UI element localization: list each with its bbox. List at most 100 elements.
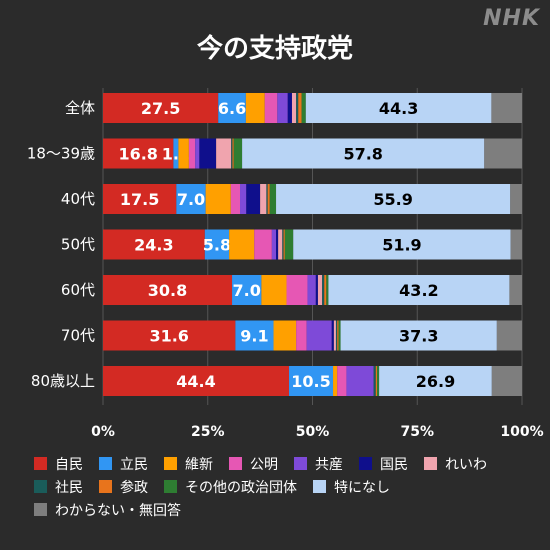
category-label: 40代 xyxy=(61,190,95,208)
bar-segment xyxy=(340,320,497,351)
bar-segment xyxy=(337,320,339,351)
data-label: 26.9 xyxy=(416,372,455,391)
data-label: 7.0 xyxy=(233,281,261,300)
bar-segment xyxy=(377,366,380,396)
bar-segment xyxy=(278,229,283,260)
bar-segment xyxy=(293,229,511,260)
category-label: 80歳以上 xyxy=(31,372,95,390)
bar-segment xyxy=(510,184,522,214)
bar-segment xyxy=(315,275,318,305)
legend-label: 参政 xyxy=(120,479,148,496)
bar-segment xyxy=(103,229,205,260)
bar-segment xyxy=(246,184,261,214)
legend-item: 維新 xyxy=(164,454,213,474)
legend-item: 立民 xyxy=(99,454,148,474)
bar-segment xyxy=(337,366,347,396)
bar-segment xyxy=(103,320,236,351)
x-tick-label: 50% xyxy=(296,424,330,440)
bar-segment xyxy=(287,93,292,123)
bar-segment xyxy=(328,275,510,305)
bar-segment xyxy=(205,184,231,214)
legend-item: 参政 xyxy=(99,477,148,497)
x-tick-label: 0% xyxy=(91,424,115,440)
legend-swatch xyxy=(164,457,177,470)
legend-label: その他の政治団体 xyxy=(185,479,297,496)
bar-segment xyxy=(254,229,272,260)
category-label: 全体 xyxy=(65,99,95,117)
legend-label: 社民 xyxy=(55,479,83,496)
data-label: 55.9 xyxy=(373,190,412,209)
bar-segment xyxy=(176,184,206,214)
bar-segment xyxy=(103,138,174,169)
bar-segment xyxy=(296,320,307,351)
data-label: 16.8 xyxy=(118,145,157,164)
bar-segment xyxy=(491,366,522,396)
bar-segment xyxy=(260,184,267,214)
bar-segment xyxy=(199,138,217,169)
data-label: 6.6 xyxy=(218,99,246,118)
bar-segment xyxy=(232,138,234,169)
data-label: 9.1 xyxy=(240,327,268,346)
legend-row: わからない・無回答 xyxy=(34,498,534,521)
legend-item: れいわ xyxy=(424,454,487,474)
legend-item: わからない・無回答 xyxy=(34,500,181,520)
legend-swatch xyxy=(313,480,326,493)
bar-segment xyxy=(276,229,279,260)
bar-segment xyxy=(510,229,522,260)
bar-segment xyxy=(233,138,243,169)
legend-label: れいわ xyxy=(445,456,487,473)
bar-segment xyxy=(509,275,522,305)
bar-segment xyxy=(103,93,219,123)
bar-segment xyxy=(235,320,274,351)
legend-swatch xyxy=(34,457,47,470)
bar-segment xyxy=(286,275,308,305)
legend-item: 共産 xyxy=(294,454,343,474)
bar-segment xyxy=(103,366,290,396)
legend-swatch xyxy=(99,457,112,470)
nhk-logo: NHK xyxy=(483,6,540,31)
legend-item: 国民 xyxy=(359,454,408,474)
data-label: 10.5 xyxy=(291,372,330,391)
x-tick-label: 100% xyxy=(500,424,543,440)
bar-segment xyxy=(375,366,378,396)
legend-label: 自民 xyxy=(55,456,83,473)
bar-segment xyxy=(322,275,325,305)
bar-segment xyxy=(266,184,268,214)
bar-segment xyxy=(296,93,299,123)
legend-row: 社民 参政 その他の政治団体 特になし xyxy=(34,475,534,498)
bar-segment xyxy=(267,184,270,214)
bar-segment xyxy=(335,320,338,351)
legend-label: 特になし xyxy=(334,479,390,496)
bar-segment xyxy=(178,138,189,169)
legend-label: 国民 xyxy=(380,456,408,473)
x-tick-label: 25% xyxy=(191,424,225,440)
category-label: 18〜39歳 xyxy=(27,145,95,163)
bar-segment xyxy=(331,320,334,351)
bar-segment xyxy=(326,275,329,305)
bar-segment xyxy=(242,138,485,169)
bar-segment xyxy=(346,366,374,396)
stacked-bar-chart: 0% 25% 50% 75% 100%全体 27.5 6.6 44.318〜39歳 16.8 1.… xyxy=(27,88,544,440)
bar-segment xyxy=(338,320,341,351)
bar-segment xyxy=(230,184,241,214)
category-label: 50代 xyxy=(61,236,95,254)
bar-segment xyxy=(218,93,246,123)
bar-segment xyxy=(317,275,323,305)
bar-segment xyxy=(264,93,278,123)
bar-segment xyxy=(333,320,336,351)
bar-segment xyxy=(373,366,376,396)
legend-item: 特になし xyxy=(313,477,390,497)
data-label: 57.8 xyxy=(343,145,382,164)
bar-segment xyxy=(276,184,511,214)
bar-segment xyxy=(298,93,302,123)
legend-item: その他の政治団体 xyxy=(164,477,297,497)
legend-swatch xyxy=(424,457,437,470)
bar-segment xyxy=(301,93,306,123)
bar-segment xyxy=(240,184,247,214)
legend-swatch xyxy=(359,457,372,470)
bar-segment xyxy=(379,366,492,396)
data-label: 37.3 xyxy=(399,327,438,346)
bar-segment xyxy=(204,229,230,260)
legend-item: 自民 xyxy=(34,454,83,474)
bar-segment xyxy=(273,320,297,351)
